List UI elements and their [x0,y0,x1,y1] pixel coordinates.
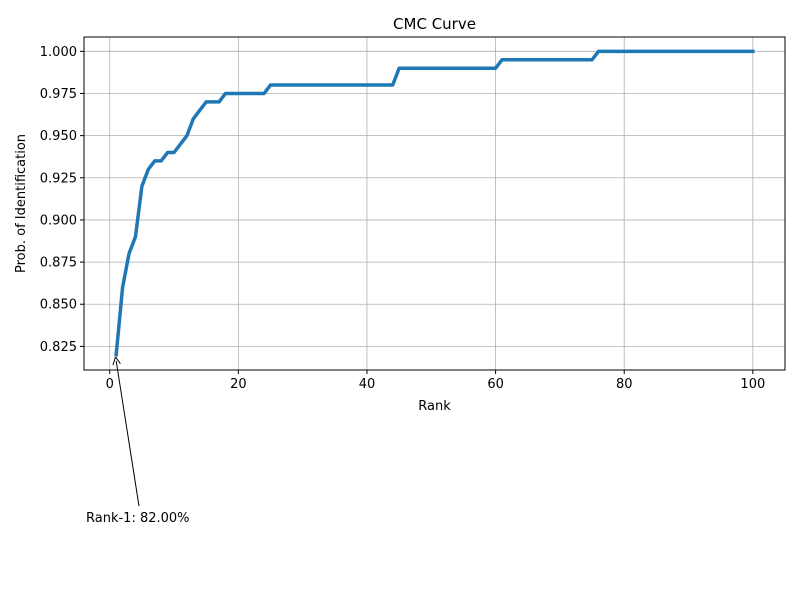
x-tick-label: 60 [487,377,504,392]
annotation-label: Rank-1: 82.00% [86,511,190,526]
grid [84,37,785,370]
y-tick-label: 0.925 [40,171,77,186]
y-tick-label: 0.950 [40,129,77,144]
cmc-series-line [114,49,755,357]
y-tick-label: 0.850 [40,298,77,313]
chart-title: CMC Curve [393,15,476,33]
y-axis-title: Prob. of Identification [14,134,29,273]
y-tick-label: 0.900 [40,213,77,228]
y-tick-label: 0.975 [40,87,77,102]
annotation: Rank-1: 82.00% [86,361,190,526]
annotation-arrow [116,361,140,507]
x-tick-label: 80 [616,377,633,392]
x-tick-label: 0 [106,377,114,392]
tick-layer: 0 20 40 60 80 100 0.825 0.850 0.875 0.900 0.925 0.9… [40,45,765,392]
y-tick-label: 0.825 [40,340,77,355]
y-tick-label: 1.000 [40,45,77,60]
plot-frame [83,36,786,371]
x-tick-label: 40 [359,377,376,392]
x-tick-label: 20 [230,377,247,392]
x-tick-label: 100 [740,377,765,392]
x-axis-title: Rank [418,399,451,414]
series-layer [114,49,755,357]
y-tick-label: 0.875 [40,256,77,271]
